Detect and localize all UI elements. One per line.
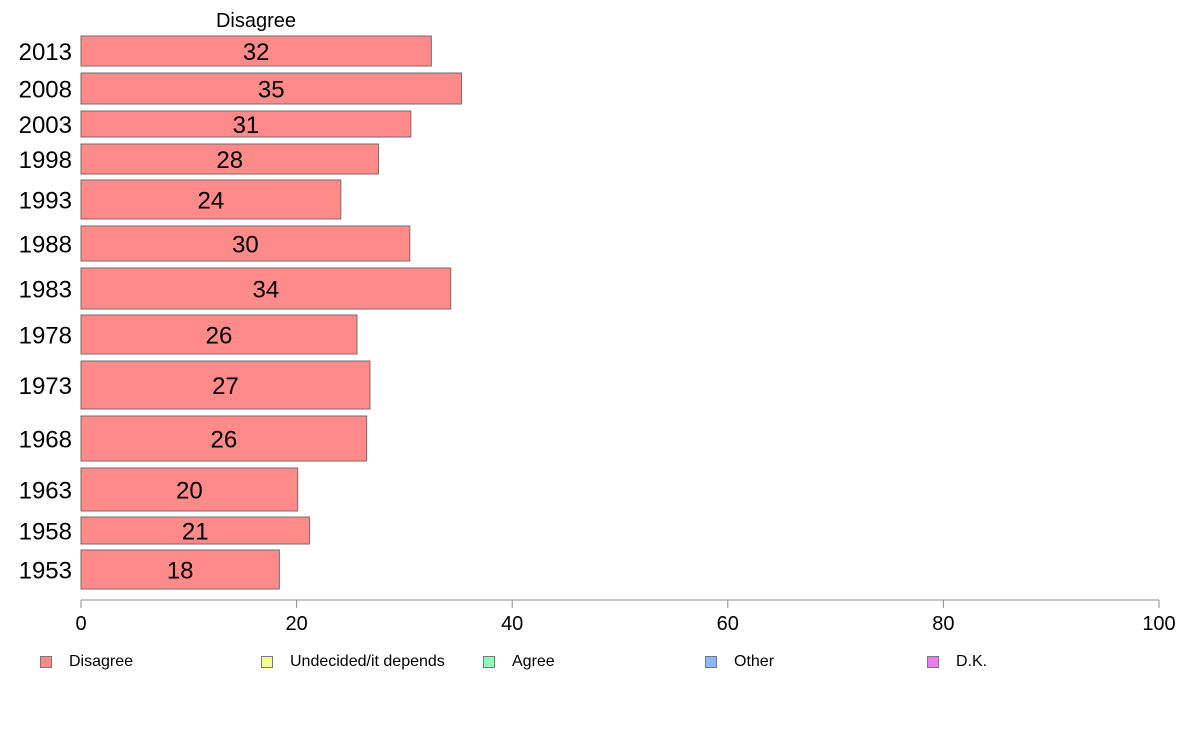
legend-label: Other — [734, 653, 775, 670]
bars-layer: 32 2013 35 2008 31 2003 28 1998 24 1993 30 1988 34 19… — [19, 35, 463, 590]
category-label: 2008 — [19, 77, 72, 104]
category-label: 1988 — [19, 232, 72, 259]
legend-item-undecided: Undecided/it depends — [261, 650, 445, 674]
bar-value-label: 28 — [216, 147, 243, 174]
bar-value-label: 26 — [210, 427, 237, 454]
bar-1968 — [80, 415, 368, 462]
x-tick-label: 40 — [501, 613, 523, 635]
bar-1958 — [80, 516, 311, 545]
bar-value-label: 30 — [232, 232, 259, 259]
x-tick-label: 20 — [285, 613, 307, 635]
bar-value-label: 31 — [233, 112, 260, 139]
bar-value-label: 34 — [253, 277, 280, 304]
category-label: 1968 — [19, 427, 72, 454]
category-label: 2003 — [19, 112, 72, 139]
bar-1978 — [80, 314, 358, 355]
bar-value-label: 21 — [182, 519, 209, 546]
legend-swatch — [261, 656, 273, 668]
bar-1963 — [80, 467, 299, 512]
bar-2008 — [80, 72, 463, 105]
legend-item-other: Other — [705, 650, 774, 674]
category-label: 1998 — [19, 147, 72, 174]
bar-1998 — [80, 143, 380, 175]
bar-value-label: 18 — [167, 558, 194, 585]
legend: Disagree Undecided/it depends Agree Othe… — [0, 650, 1188, 676]
bar-value-label: 35 — [258, 77, 285, 104]
category-label: 2013 — [19, 39, 72, 66]
bar-value-label: 27 — [212, 373, 239, 400]
bar-value-label: 26 — [206, 323, 233, 350]
legend-label: D.K. — [956, 653, 988, 670]
legend-label: Disagree — [69, 653, 134, 670]
category-label: 1983 — [19, 277, 72, 304]
x-tick-label: 80 — [932, 613, 954, 635]
legend-swatch — [483, 656, 495, 668]
category-label: 1953 — [19, 558, 72, 585]
category-label: 1978 — [19, 323, 72, 350]
legend-item-agree: Agree — [483, 650, 555, 674]
x-tick-label: 0 — [75, 613, 86, 635]
bar-value-label: 32 — [243, 39, 270, 66]
legend-swatch — [927, 656, 939, 668]
chart-title: Disagree — [216, 10, 296, 32]
bar-1973 — [80, 360, 371, 410]
bar-1993 — [80, 179, 342, 220]
category-label: 1973 — [19, 373, 72, 400]
legend-item-dk: D.K. — [927, 650, 987, 674]
bar-2003 — [80, 110, 412, 138]
legend-label: Undecided/it depends — [290, 653, 445, 670]
bar-chart: Disagree 3220133520083120032819982419933… — [19, 10, 1176, 635]
bar-1988 — [80, 225, 411, 262]
x-tick-label: 60 — [717, 613, 739, 635]
legend-swatch — [40, 656, 52, 668]
bar-1983 — [80, 267, 452, 310]
x-axis: 0 20 40 60 80 100 — [75, 599, 1176, 635]
legend-swatch — [705, 656, 717, 668]
x-tick-label: 100 — [1142, 613, 1175, 635]
category-label: 1963 — [19, 478, 72, 505]
bar-value-label: 20 — [176, 478, 203, 505]
legend-label: Agree — [512, 653, 555, 670]
bar-2013 — [80, 35, 432, 67]
bar-1953 — [80, 549, 280, 590]
category-label: 1958 — [19, 519, 72, 546]
category-label: 1993 — [19, 188, 72, 215]
bar-value-label: 24 — [198, 188, 225, 215]
legend-item-disagree: Disagree — [40, 650, 133, 674]
